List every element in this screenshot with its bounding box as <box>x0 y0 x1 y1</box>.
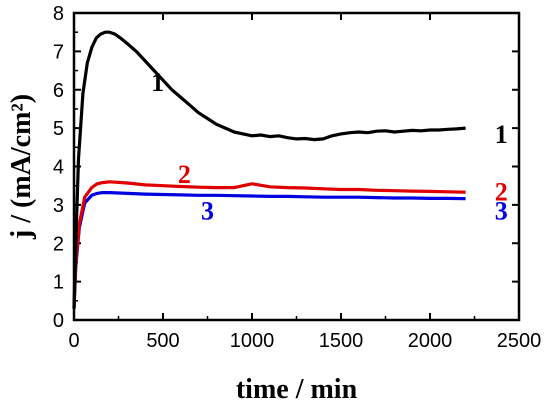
series-line-1 <box>72 30 466 309</box>
y-tick-label: 6 <box>53 80 64 102</box>
curve-label-3: 3 <box>495 197 508 226</box>
y-tick-label: 5 <box>53 118 64 140</box>
x-tick-label: 2000 <box>408 330 453 352</box>
x-tick-label: 2500 <box>497 330 542 352</box>
y-tick-label: 8 <box>53 3 64 25</box>
y-tick-label: 1 <box>53 272 64 294</box>
curve-label-1: 1 <box>495 120 508 149</box>
plot-frame <box>72 11 521 322</box>
series-line-3 <box>72 191 466 309</box>
series-curves <box>72 30 466 309</box>
y-axis-title: j / (mA/cm²) <box>6 94 37 240</box>
curve-label-2: 2 <box>178 160 191 189</box>
curve-label-1: 1 <box>151 68 164 97</box>
x-tick-label: 1000 <box>230 330 275 352</box>
y-tick-label: 7 <box>53 41 64 63</box>
x-tick-label: 1500 <box>319 330 364 352</box>
x-tick-label: 500 <box>146 330 179 352</box>
y-tick-label: 2 <box>53 233 64 255</box>
y-tick-label: 3 <box>53 195 64 217</box>
series-line-2 <box>72 180 466 309</box>
y-tick-label: 0 <box>53 310 64 332</box>
x-axis-title: time / min <box>236 374 358 405</box>
curve-label-2: 2 <box>495 177 508 206</box>
curve-label-3: 3 <box>201 197 214 226</box>
x-tick-label: 0 <box>68 330 79 352</box>
y-tick-label: 4 <box>53 157 64 179</box>
